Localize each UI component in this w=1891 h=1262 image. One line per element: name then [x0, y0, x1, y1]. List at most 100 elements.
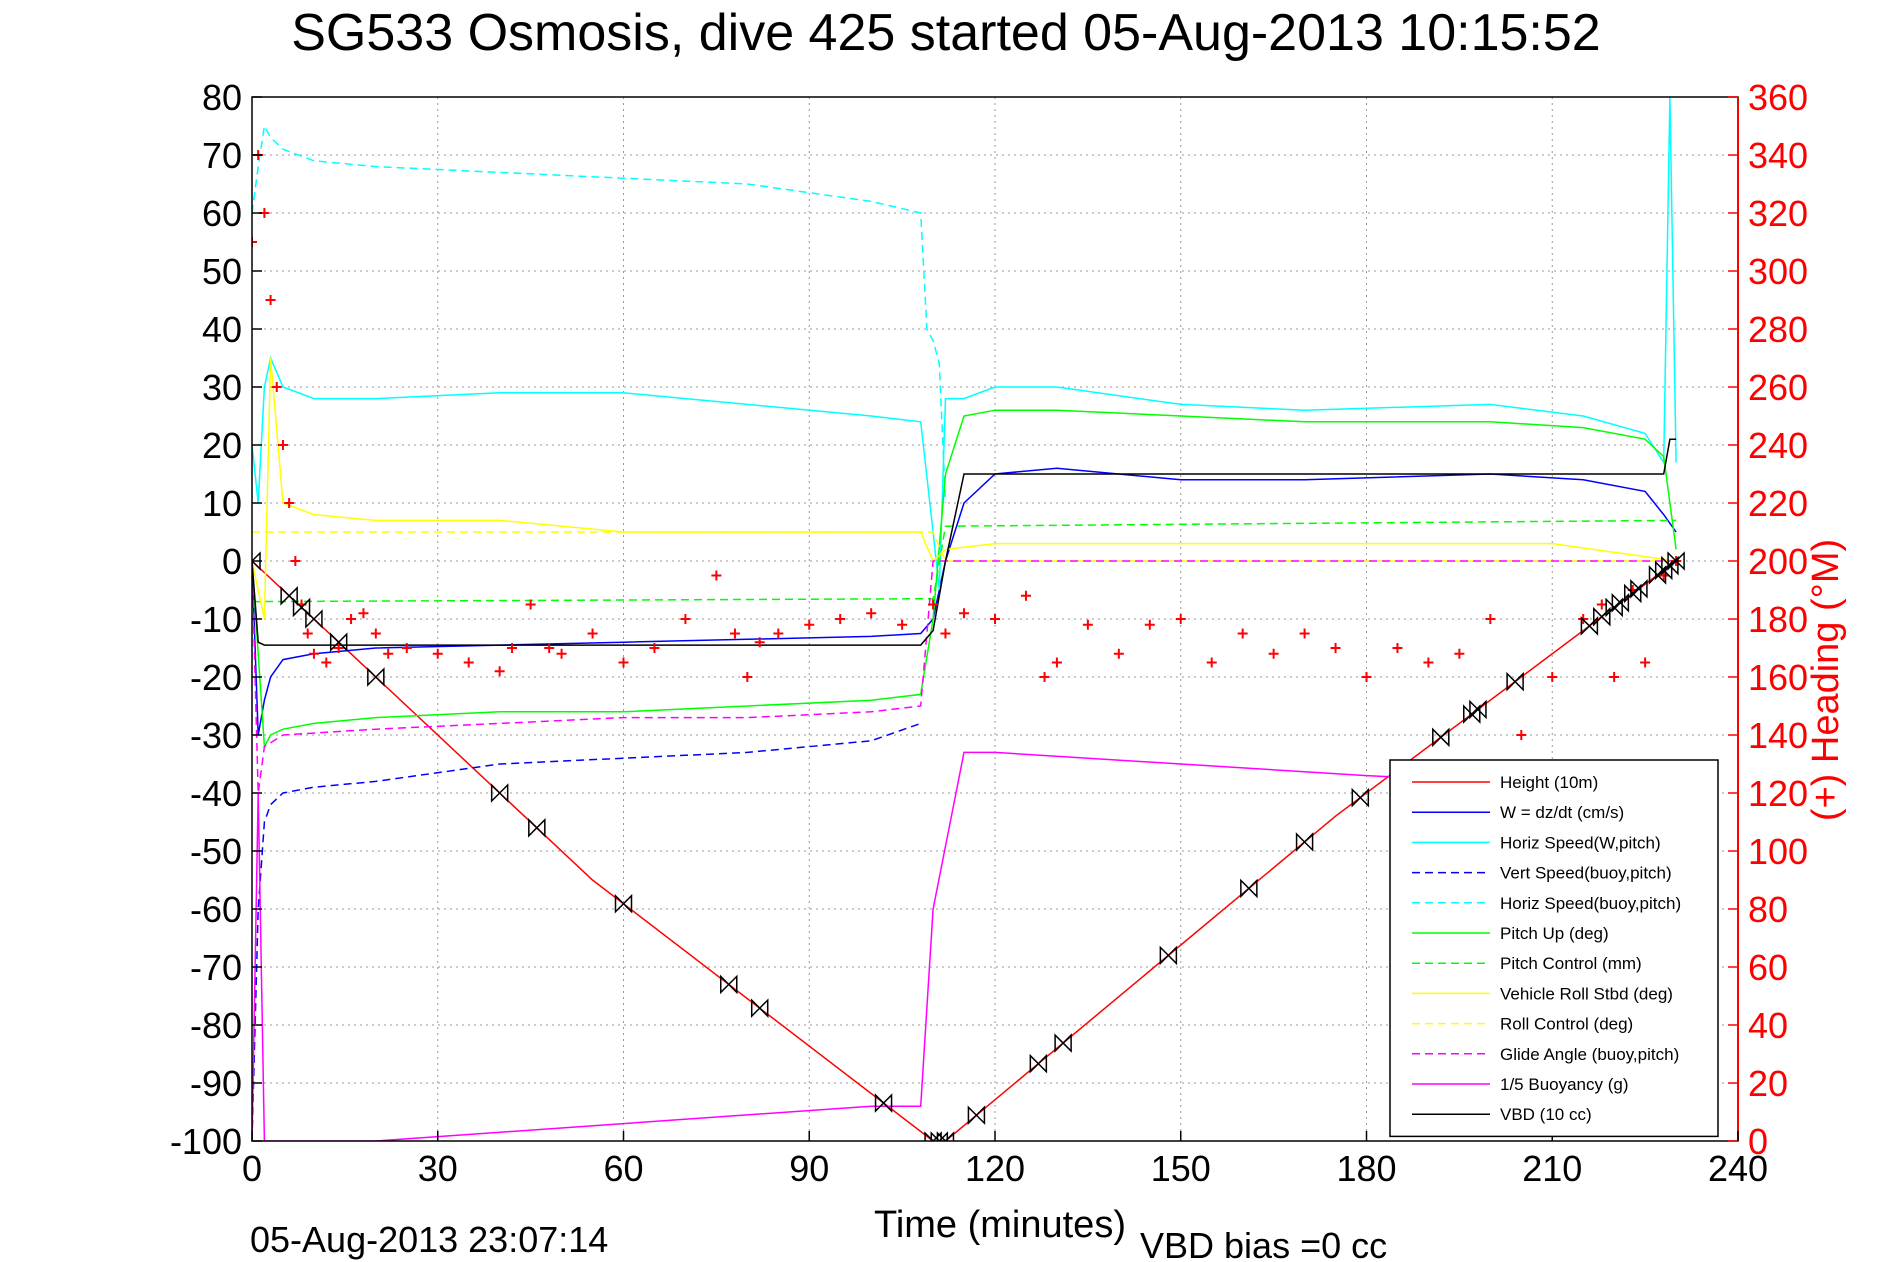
waypoint-marker: [528, 817, 546, 838]
y-tick-label: -20: [190, 657, 242, 698]
waypoint-marker: [1432, 727, 1450, 748]
legend-label: 1/5 Buoyancy (g): [1500, 1075, 1629, 1094]
x-tick-label: 60: [603, 1148, 643, 1189]
legend-label: Pitch Up (deg): [1500, 924, 1609, 943]
waypoint-marker: [750, 998, 769, 1018]
x-tick-label: 240: [1708, 1148, 1768, 1189]
right-tick-label: 280: [1748, 309, 1808, 350]
heading-point: [1640, 657, 1651, 668]
heading-point: [525, 599, 536, 610]
legend-label: Horiz Speed(W,pitch): [1500, 833, 1661, 852]
heading-point: [1082, 619, 1093, 630]
heading-point: [928, 599, 939, 610]
heading-point: [1547, 672, 1558, 682]
y-tick-label: -80: [190, 1005, 242, 1046]
legend: Height (10m) W = dz/dt (cm/s) Horiz Speed(…: [1389, 759, 1719, 1138]
waypoint-marker: [936, 1131, 955, 1141]
x-tick-label: 120: [965, 1148, 1025, 1189]
y-tick-label: 20: [202, 425, 242, 466]
heading-point: [866, 608, 877, 619]
waypoint-marker: [367, 667, 385, 687]
x-tick-label: 0: [242, 1148, 262, 1189]
waypoint-marker: [292, 597, 311, 618]
legend-label: W = dz/dt (cm/s): [1500, 803, 1624, 822]
y-tick-label: -10: [190, 599, 242, 640]
legend-label: Pitch Control (mm): [1500, 954, 1642, 973]
right-tick-label: 40: [1748, 1005, 1788, 1046]
series-line-horiz-speed-buoy-pitch: [252, 123, 947, 504]
heading-point: [1392, 643, 1403, 653]
waypoint-marker: [1623, 583, 1642, 604]
waypoint-marker: [1605, 597, 1623, 618]
waypoint-marker: [1240, 878, 1258, 899]
heading-point: [773, 628, 784, 639]
waypoint-marker: [1159, 945, 1178, 966]
right-tick-label: 160: [1748, 657, 1808, 698]
waypoint-marker: [1029, 1053, 1048, 1074]
heading-point: [1175, 614, 1186, 624]
heading-point: [370, 628, 381, 639]
heading-point: [333, 643, 344, 653]
legend-label: VBD (10 cc): [1500, 1105, 1592, 1124]
series-line-horiz-speed-w-pitch: [252, 97, 1677, 591]
right-tick-label: 60: [1748, 947, 1788, 988]
y-tick-label: -30: [190, 715, 242, 756]
waypoint-marker: [1611, 592, 1630, 613]
right-tick-label: 120: [1748, 773, 1808, 814]
legend-label: Vert Speed(buoy,pitch): [1500, 864, 1672, 883]
waypoint-marker: [1593, 606, 1611, 627]
x-axis-label: Time (minutes): [874, 1204, 1126, 1246]
heading-point: [680, 614, 691, 624]
right-tick-label: 300: [1748, 251, 1808, 292]
heading-point: [308, 648, 319, 659]
y-tick-label: -50: [190, 831, 242, 872]
waypoint-marker: [1580, 616, 1599, 636]
footer-date: 05-Aug-2013 23:07:14: [250, 1219, 608, 1260]
heading-point: [990, 614, 1000, 624]
heading-point: [1485, 614, 1496, 624]
heading-point: [290, 556, 301, 566]
y-tick-label: 60: [202, 193, 242, 234]
y-tick-label: 30: [202, 367, 242, 408]
right-y-axis: 3603403203002802602402202001801601401201…: [1728, 77, 1808, 1162]
waypoint-marker: [490, 783, 509, 803]
waypoint-marker: [924, 1131, 942, 1141]
series-line-vert-speed-buoy-pitch: [252, 722, 921, 1141]
legend-box: [1389, 759, 1719, 1138]
heading-point: [284, 498, 295, 508]
heading-point: [277, 440, 288, 450]
heading-point: [1423, 657, 1434, 668]
y-tick-label: -70: [190, 947, 242, 988]
y-tick-label: -40: [190, 773, 242, 814]
heading-point: [432, 648, 443, 659]
heading-point: [346, 614, 357, 624]
heading-point: [1299, 628, 1310, 639]
right-tick-label: 260: [1748, 367, 1808, 408]
waypoint-marker: [874, 1093, 893, 1113]
series-line-roll-control-deg: [252, 531, 1677, 562]
waypoint-marker: [1630, 579, 1648, 599]
x-tick-label: 210: [1522, 1148, 1582, 1189]
series-line-pitch-control-mm: [252, 519, 1677, 603]
heading-point: [897, 619, 908, 630]
heading-point: [1516, 730, 1527, 740]
x-tick-label: 150: [1151, 1148, 1211, 1189]
heading-point: [1609, 672, 1620, 682]
series-line-pitch-up-deg: [252, 409, 1677, 750]
heading-point: [711, 570, 722, 581]
heading-point: [649, 643, 660, 653]
heading-point: [544, 643, 555, 653]
waypoint-marker: [1054, 1033, 1072, 1053]
right-tick-label: 100: [1748, 831, 1808, 872]
heading-point: [587, 628, 598, 639]
y-tick-label: -100: [170, 1121, 242, 1162]
heading-point: [265, 295, 276, 305]
waypoint-marker: [252, 551, 261, 571]
y-tick-label: -90: [190, 1063, 242, 1104]
right-tick-label: 240: [1748, 425, 1808, 466]
heading-point: [1596, 599, 1607, 610]
x-tick-label: 90: [789, 1148, 829, 1189]
series-line-1-5-buoyancy-g: [252, 751, 1677, 1141]
legend-label: Horiz Speed(buoy,pitch): [1500, 894, 1681, 913]
